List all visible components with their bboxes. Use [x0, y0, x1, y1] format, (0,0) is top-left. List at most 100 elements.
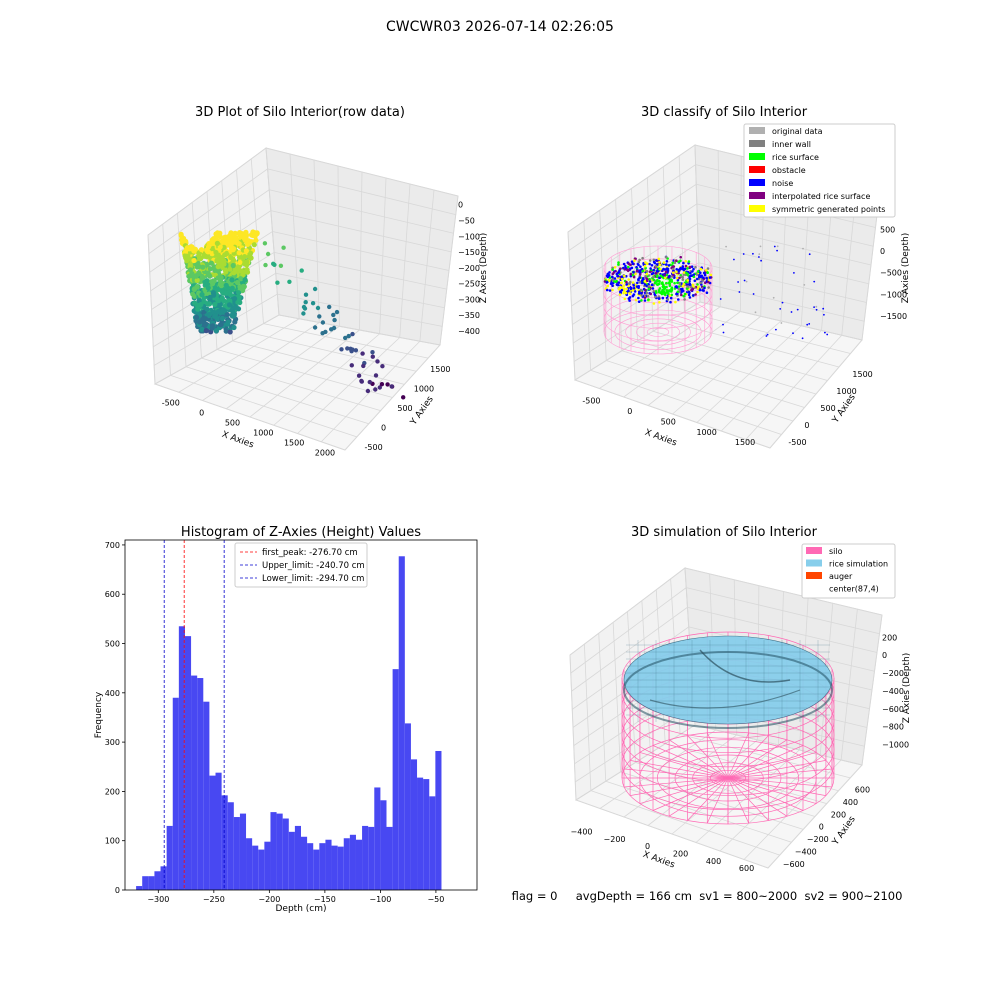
raw-points — [178, 229, 406, 400]
data-point — [223, 328, 229, 334]
data-point — [677, 298, 680, 301]
data-point — [220, 307, 227, 313]
histogram-bar — [374, 787, 381, 890]
data-point — [641, 256, 644, 260]
data-point — [236, 250, 242, 256]
z-tick-label: −1500 — [880, 312, 907, 321]
histogram-x-label: Depth (cm) — [275, 904, 326, 914]
data-point — [627, 265, 630, 269]
data-point — [776, 249, 778, 252]
data-point — [230, 313, 236, 319]
gridline — [265, 147, 280, 316]
data-point — [192, 300, 198, 306]
data-point — [705, 291, 709, 295]
data-point — [207, 301, 213, 307]
legend-swatch — [749, 179, 765, 186]
data-point — [616, 274, 620, 278]
y-tick-label: 300 — [105, 738, 120, 747]
data-point — [643, 264, 647, 268]
legend-swatch — [749, 153, 765, 160]
histogram-bar — [227, 802, 234, 890]
gridline — [696, 325, 802, 423]
data-point — [649, 267, 652, 270]
data-point — [779, 308, 782, 310]
histogram-x-ticks: −300 −250 −200 −150 −100 −50 — [147, 890, 444, 904]
data-point — [620, 281, 623, 285]
data-point — [801, 337, 804, 340]
histogram-y-ticks: 0 100 200 300 400 500 600 700 — [105, 541, 125, 895]
data-point — [624, 291, 628, 295]
data-point — [705, 269, 708, 272]
data-point — [265, 251, 271, 257]
data-point — [707, 280, 710, 284]
gridline — [650, 752, 827, 805]
raw-scatter-panel: 3D Plot of Silo Interior(row data) -500 0… — [147, 105, 489, 458]
raw-y-ticks: -500 0 500 1000 1500 — [365, 365, 451, 452]
raw-x-ticks: -500 0 500 1000 1500 2000 — [162, 399, 335, 458]
data-point — [650, 264, 654, 267]
data-point — [745, 280, 748, 283]
data-point — [806, 323, 809, 326]
legend-label: silo — [829, 547, 843, 556]
data-point — [676, 290, 680, 294]
histogram-bar — [288, 831, 295, 890]
data-point — [237, 259, 243, 265]
data-point — [613, 266, 617, 269]
data-point — [223, 269, 229, 275]
data-point — [630, 266, 634, 270]
data-point — [360, 351, 365, 356]
data-point — [826, 333, 829, 336]
y-tick-label: −200 — [807, 835, 829, 844]
histogram-bar — [429, 796, 436, 890]
legend-swatch — [806, 572, 822, 579]
data-point — [211, 309, 217, 316]
data-point — [659, 268, 662, 271]
data-point — [686, 279, 690, 282]
data-point — [681, 287, 684, 291]
simulation-title: 3D simulation of Silo Interior — [631, 525, 818, 540]
data-point — [657, 297, 661, 300]
legend-swatch — [749, 192, 765, 199]
data-point — [647, 283, 650, 286]
y-tick-label: 0 — [381, 424, 386, 433]
data-point — [687, 293, 691, 297]
data-point — [652, 290, 656, 293]
data-point — [637, 296, 640, 300]
x-tick-label: 1000 — [253, 429, 273, 438]
data-point — [202, 322, 208, 328]
data-point — [634, 298, 638, 302]
data-point — [229, 285, 235, 291]
data-point — [692, 294, 695, 297]
data-point — [776, 245, 779, 248]
classify-z-label: Z Axies (Depth) — [901, 233, 911, 304]
data-point — [373, 373, 379, 378]
data-point — [645, 291, 649, 295]
data-point — [619, 290, 622, 293]
histogram-bar — [423, 779, 430, 890]
data-point — [682, 282, 685, 286]
data-point — [379, 382, 385, 387]
data-point — [622, 289, 626, 293]
gridline — [320, 340, 421, 443]
data-point — [675, 259, 678, 263]
histogram-bar — [209, 775, 216, 890]
gridline — [769, 339, 863, 449]
gridline — [695, 749, 800, 843]
x-tick-label: 400 — [706, 857, 721, 866]
gridline — [767, 764, 863, 869]
data-point — [627, 278, 630, 281]
histogram-bar — [197, 678, 204, 890]
data-point — [343, 335, 348, 341]
data-point — [691, 287, 695, 291]
data-point — [670, 286, 674, 290]
data-point — [766, 333, 769, 336]
gridline — [148, 168, 268, 254]
data-point — [178, 233, 184, 239]
data-point — [643, 283, 647, 286]
data-point — [670, 290, 673, 293]
data-point — [629, 274, 633, 278]
data-point — [356, 373, 362, 378]
data-point — [401, 395, 406, 400]
histogram-legend: first_peak: -276.70 cm Upper_limit: -240.… — [234, 542, 368, 588]
x-tick-label: −150 — [314, 895, 336, 904]
